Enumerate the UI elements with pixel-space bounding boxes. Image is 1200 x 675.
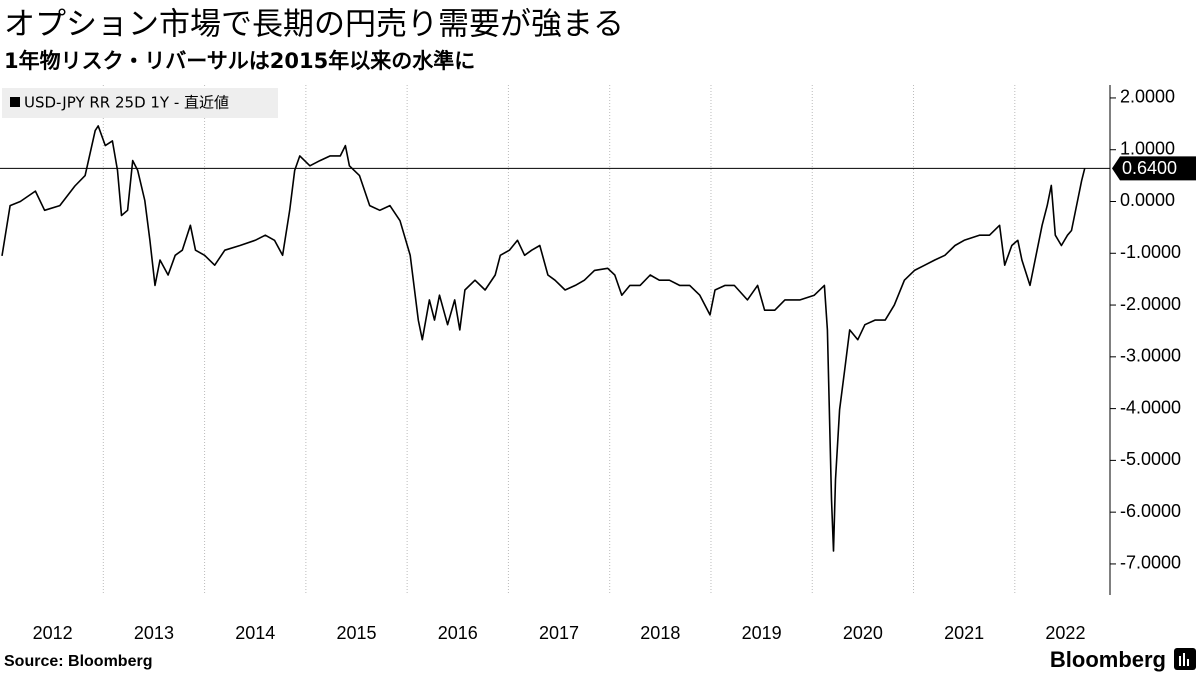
- x-tick-label: 2021: [944, 623, 984, 643]
- brand-icon: [1174, 648, 1196, 670]
- x-tick-label: 2012: [33, 623, 73, 643]
- x-tick-label: 2020: [843, 623, 883, 643]
- x-tick-label: 2017: [539, 623, 579, 643]
- x-tick-label: 2016: [438, 623, 478, 643]
- x-tick-label: 2015: [336, 623, 376, 643]
- y-tick-label: 0.0000: [1120, 190, 1175, 210]
- value-callout-label: 0.6400: [1122, 158, 1177, 178]
- y-tick-label: -7.0000: [1120, 553, 1181, 573]
- x-tick-label: 2022: [1045, 623, 1085, 643]
- y-tick-label: -6.0000: [1120, 501, 1181, 521]
- y-tick-label: -3.0000: [1120, 346, 1181, 366]
- legend-box: [2, 88, 278, 118]
- legend-swatch: [10, 97, 20, 107]
- x-tick-label: 2013: [134, 623, 174, 643]
- y-tick-label: 1.0000: [1120, 138, 1175, 158]
- legend-label: USD-JPY RR 25D 1Y - 直近値: [24, 94, 229, 112]
- x-tick-label: 2019: [742, 623, 782, 643]
- y-tick-label: -2.0000: [1120, 294, 1181, 314]
- source: Source: Bloomberg: [4, 653, 152, 670]
- y-tick-label: 2.0000: [1120, 87, 1175, 107]
- y-tick-label: -1.0000: [1120, 242, 1181, 262]
- chart-subtitle: 1年物リスク・リバーサルは2015年以来の水準に: [4, 49, 475, 73]
- legend: USD-JPY RR 25D 1Y - 直近値: [2, 88, 278, 118]
- x-tick-label: 2018: [640, 623, 680, 643]
- value-callout: [1112, 156, 1196, 181]
- x-tick-label: 2014: [235, 623, 275, 643]
- y-tick-label: -4.0000: [1120, 397, 1181, 417]
- y-tick-label: -5.0000: [1120, 449, 1181, 469]
- line-series: [1, 125, 1086, 552]
- brand: Bloomberg: [1050, 647, 1166, 672]
- chart-title: オプション市場で長期の円売り需要が強まる: [4, 7, 624, 43]
